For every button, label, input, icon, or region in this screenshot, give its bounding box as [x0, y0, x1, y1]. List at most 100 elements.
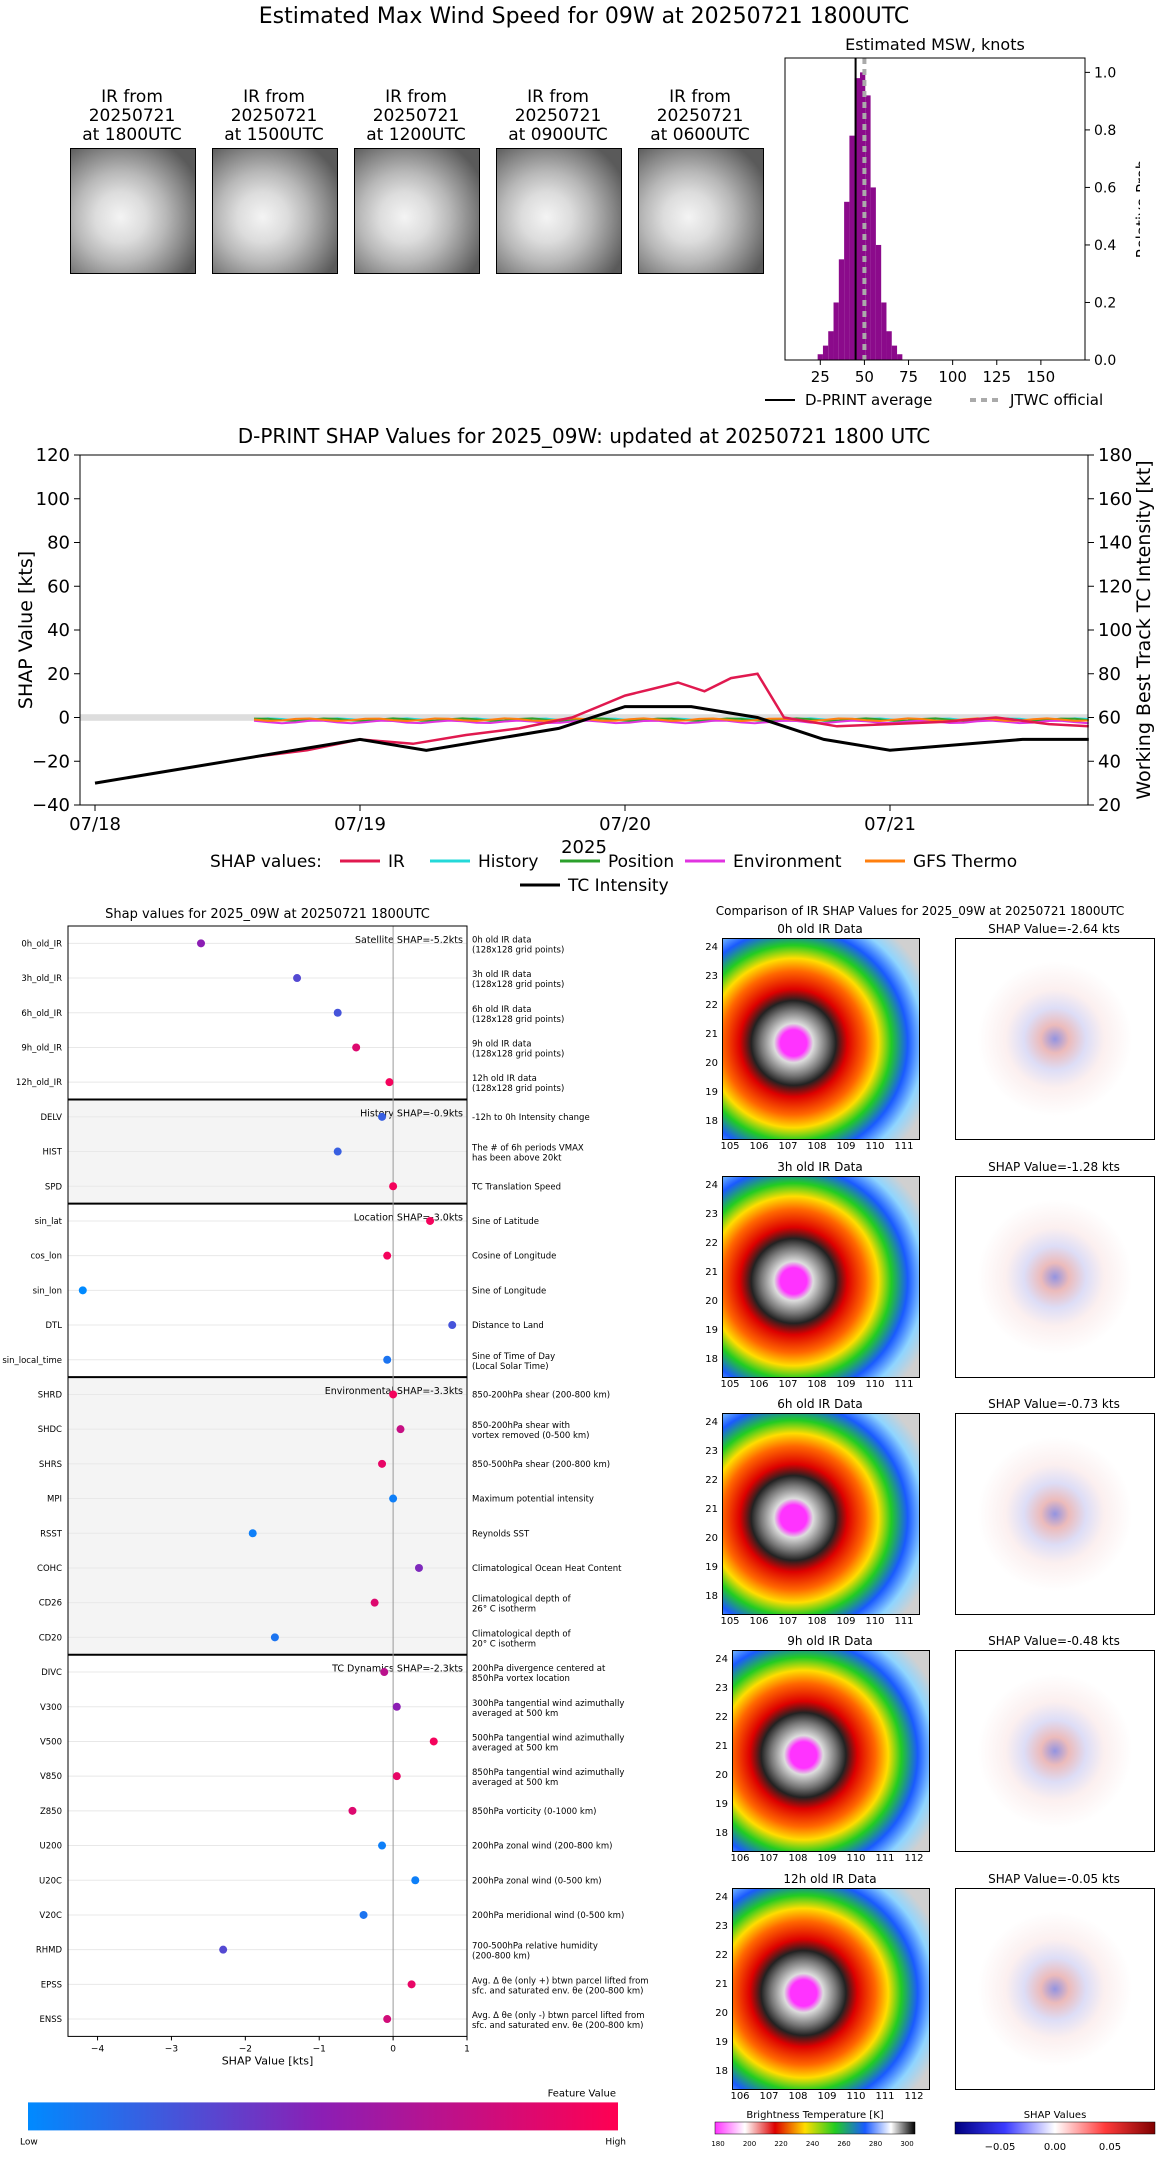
ir-thumb-caption-time: at 0900UTC [508, 125, 608, 145]
ir-thumb-caption-line: IR from [669, 87, 731, 107]
ir-lat-label: 21 [705, 1504, 718, 1515]
ts-left-tick-label: 20 [47, 664, 70, 685]
feature-shap-point [378, 1841, 387, 1850]
ir-thumb-caption: IR from 20250721 at 1500UTC [204, 88, 344, 145]
feature-shap-point [352, 1043, 361, 1052]
shap-value-map [955, 1650, 1155, 1852]
feature-desc-line1: 850-500hPa shear (200-800 km) [472, 1460, 610, 1470]
feature-group-label: TC Dynamics SHAP=-2.3kts [331, 1664, 463, 1675]
ir-thumb-caption-time: at 0600UTC [650, 125, 750, 145]
shap-panel-title: SHAP Value=-0.48 kts [988, 1634, 1120, 1648]
ir-lon-label: 106 [730, 2091, 750, 2102]
feature-xlabel: SHAP Value [kts] [222, 2054, 314, 2067]
ts-right-tick-label: 180 [1098, 445, 1132, 466]
feature-shap-point [333, 1147, 342, 1156]
ir-lon-label: 106 [730, 1853, 750, 1864]
legend-jtwc-label: JTWC official [1009, 391, 1103, 409]
ir-lat-label: 22 [715, 1950, 728, 1961]
feature-desc-line2: (128x128 grid points) [472, 980, 564, 990]
ts-right-tick-label: 100 [1098, 620, 1132, 641]
ir-thumb-caption: IR from 20250721 at 0600UTC [630, 88, 770, 145]
msw-ytick-label: 0.4 [1094, 238, 1116, 254]
ts-left-tick-label: −40 [32, 795, 70, 816]
feature-desc-line2: 850hPa vortex location [472, 1674, 570, 1684]
ir-thumb-caption-line: IR from [243, 87, 305, 107]
feature-desc-line2: sfc. and saturated env. θe (200-800 km) [472, 1986, 644, 1996]
feature-desc-line1: TC Translation Speed [471, 1182, 561, 1192]
msw-xtick-label: 150 [1027, 368, 1056, 386]
feature-shap-point [426, 1216, 435, 1225]
ir-thumb-caption-date: 20250721 [230, 106, 318, 126]
feature-desc-line1: 850-200hPa shear with [472, 1421, 570, 1431]
ts-left-tick-label: 0 [59, 708, 70, 729]
shap-timeseries-chart: D-PRINT SHAP Values for 2025_09W: update… [15, 424, 1155, 895]
msw-xtick-label: 75 [899, 368, 918, 386]
msw-bar [854, 78, 860, 360]
ts-xtick-label: 07/20 [599, 814, 651, 835]
feature-desc-line2: sfc. and saturated env. θe (200-800 km) [472, 2021, 644, 2031]
ir-lon-label: 111 [875, 1853, 895, 1864]
feature-desc-line2: 20° C isotherm [472, 1639, 536, 1649]
feature-shap-point [429, 1737, 438, 1746]
feature-name: DTL [46, 1321, 63, 1331]
msw-bar [865, 95, 871, 360]
ts-left-ylabel: SHAP Value [kts] [15, 551, 37, 709]
colorbar-low-label: Low [20, 2137, 38, 2147]
ir-thumbnail-image [354, 148, 480, 274]
ir-lat-label: 19 [705, 1562, 718, 1573]
feature-desc-line1: 3h old IR data [472, 970, 531, 980]
legend-avg-label: D-PRINT average [805, 391, 932, 409]
ts-right-tick-label: 40 [1098, 751, 1121, 772]
feature-desc-line2: averaged at 500 km [472, 1709, 558, 1719]
msw-bar [897, 354, 903, 360]
ir-lat-label: 18 [705, 1116, 718, 1127]
feature-shap-point [333, 1008, 342, 1017]
feature-desc-line1: Sine of Latitude [472, 1217, 539, 1227]
feature-desc-line2: 26° C isotherm [472, 1605, 536, 1615]
feature-name: DIVC [41, 1668, 62, 1678]
ir-thumb-caption-line: IR from [385, 87, 447, 107]
feature-desc-line1: Climatological Ocean Heat Content [472, 1564, 622, 1574]
feature-name: V300 [40, 1703, 62, 1713]
ir-lon-label: 108 [807, 1379, 827, 1390]
feature-desc-line1: Sine of Longitude [472, 1286, 546, 1296]
ir-lon-label: 105 [720, 1616, 740, 1627]
legend-label: IR [388, 852, 405, 872]
feature-desc-line1: 0h old IR data [472, 935, 531, 945]
feature-shap-point [348, 1806, 357, 1815]
feature-desc-line1: 850hPa tangential wind azimuthally [472, 1768, 624, 1778]
series-line-ir [253, 672, 1089, 759]
ir-panel-title: 9h old IR Data [787, 1634, 873, 1648]
ir-brightness-map [732, 1650, 930, 1852]
ir-thumb-caption-time: at 1500UTC [224, 125, 324, 145]
feature-shap-point [270, 1633, 279, 1642]
feature-name: V850 [40, 1772, 62, 1782]
ir-lon-label: 111 [894, 1379, 914, 1390]
sv-tick-label: 0.05 [1099, 2142, 1121, 2153]
ir-lon-label: 111 [894, 1141, 914, 1152]
feature-shap-point [383, 1355, 392, 1364]
msw-ylabel: Relative Prob [1133, 160, 1140, 259]
feature-desc-line1: 850hPa vorticity (0-1000 km) [472, 1807, 596, 1817]
ts-xlabel: 2025 [561, 837, 607, 858]
msw-bar [844, 201, 850, 360]
feature-desc-line2: (128x128 grid points) [472, 945, 564, 955]
legend-label: Environment [733, 852, 842, 872]
shap-value-map [955, 1413, 1155, 1615]
shap-values-colorbar [954, 2121, 1156, 2135]
ir-thumbnail-image [70, 148, 196, 274]
feature-shap-point [392, 1772, 401, 1781]
ir-lat-label: 22 [705, 1238, 718, 1249]
msw-bar [828, 331, 834, 360]
shap-value-map [955, 938, 1155, 1140]
feature-desc-line1: 300hPa tangential wind azimuthally [472, 1699, 624, 1709]
feature-name: ENSS [39, 2015, 62, 2025]
feature-name: Z850 [40, 1807, 62, 1817]
feature-group-band [68, 1377, 467, 1655]
ir-lon-label: 109 [836, 1379, 856, 1390]
ir-lat-label: 20 [715, 2008, 728, 2019]
feature-name: 3h_old_IR [21, 974, 62, 984]
bt-tick-label: 200 [743, 2140, 756, 2148]
brightness-temp-colorbar [714, 2121, 916, 2135]
ir-lat-label: 18 [715, 2066, 728, 2077]
